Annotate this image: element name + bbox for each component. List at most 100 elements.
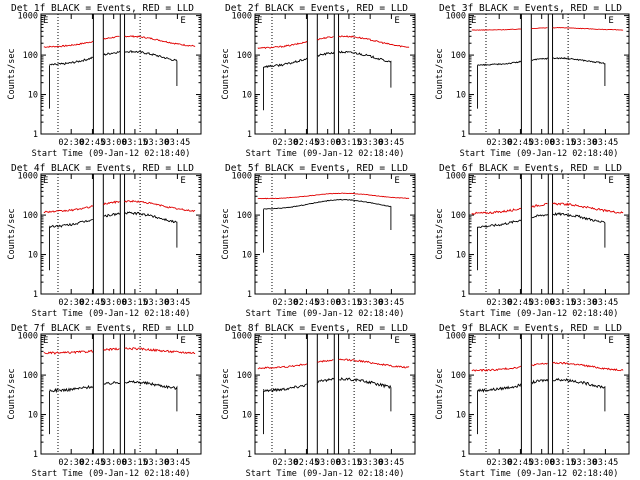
panel-det-6: Det 6f BLACK = Events, RED = LLD 1 10 100 10… bbox=[435, 163, 630, 319]
panel-title: Det 8f BLACK = Events, RED = LLD bbox=[225, 323, 408, 334]
x-tick-label: 02:30 bbox=[58, 138, 84, 148]
y-tick-label: 1 bbox=[461, 450, 466, 460]
x-tick-label: 03:15 bbox=[122, 138, 148, 148]
flag-marker: E bbox=[257, 336, 262, 346]
events-series-line bbox=[263, 50, 392, 111]
y-tick-label: 1 bbox=[247, 130, 252, 140]
x-tick-label: 03:45 bbox=[379, 138, 405, 148]
y-axis-label: Counts/sec bbox=[221, 368, 231, 419]
x-tick-label: 02:30 bbox=[486, 458, 512, 468]
x-axis-label: Start Time (09-Jan-12 02:18:40) bbox=[246, 469, 405, 479]
x-tick-label: 03:30 bbox=[143, 298, 169, 308]
flag-marker: E bbox=[257, 16, 262, 26]
x-tick-label: 03:45 bbox=[379, 298, 405, 308]
lld-series-line bbox=[471, 27, 624, 31]
y-tick-label: 1000 bbox=[18, 12, 38, 22]
lld-series-line bbox=[43, 34, 196, 48]
flag-marker: E bbox=[394, 176, 399, 186]
flag-marker: E bbox=[394, 16, 399, 26]
panel-det-4: Det 4f BLACK = Events, RED = LLD 1 10 100 10… bbox=[7, 163, 202, 319]
x-tick-label: 02:45 bbox=[294, 138, 320, 148]
x-axis-label: Start Time (09-Jan-12 02:18:40) bbox=[32, 149, 191, 159]
y-axis-label: Counts/sec bbox=[435, 368, 445, 419]
y-tick-label: 1000 bbox=[232, 332, 252, 342]
x-tick-label: 03:00 bbox=[315, 458, 341, 468]
y-tick-label: 10 bbox=[242, 91, 252, 101]
x-tick-label: 03:30 bbox=[571, 298, 597, 308]
x-axis-label: Start Time (09-Jan-12 02:18:40) bbox=[32, 309, 191, 319]
y-tick-label: 1 bbox=[33, 290, 38, 300]
gap-box bbox=[333, 333, 340, 455]
y-tick-label: 100 bbox=[237, 51, 252, 61]
lld-series-line bbox=[43, 199, 196, 214]
flag-marker: E bbox=[608, 16, 613, 26]
y-tick-label: 100 bbox=[451, 371, 466, 381]
lld-series-line bbox=[471, 202, 624, 215]
panel-title: Det 1f BLACK = Events, RED = LLD bbox=[11, 3, 194, 14]
y-axis-label: Counts/sec bbox=[7, 368, 17, 419]
x-tick-label: 03:00 bbox=[529, 298, 555, 308]
x-tick-label: 03:45 bbox=[165, 298, 191, 308]
x-tick-label: 03:45 bbox=[165, 138, 191, 148]
x-tick-label: 03:45 bbox=[593, 458, 619, 468]
x-tick-label: 03:15 bbox=[336, 298, 362, 308]
flag-marker: E bbox=[608, 336, 613, 346]
gap-box bbox=[306, 333, 318, 455]
y-tick-label: 10 bbox=[242, 251, 252, 261]
x-tick-label: 02:30 bbox=[272, 298, 298, 308]
y-tick-label: 1 bbox=[461, 290, 466, 300]
events-series-line bbox=[49, 211, 178, 271]
x-axis-label: Start Time (09-Jan-12 02:18:40) bbox=[32, 469, 191, 479]
x-tick-label: 02:30 bbox=[58, 298, 84, 308]
flag-marker: E bbox=[43, 16, 48, 26]
flag-marker: E bbox=[471, 176, 476, 186]
gap-box bbox=[520, 333, 532, 455]
gap-box bbox=[119, 173, 126, 295]
panel-det-7: Det 7f BLACK = Events, RED = LLD 1 10 100 10… bbox=[7, 323, 202, 479]
x-tick-label: 03:30 bbox=[357, 298, 383, 308]
x-tick-label: 03:45 bbox=[165, 458, 191, 468]
x-tick-label: 02:30 bbox=[486, 298, 512, 308]
flag-marker: E bbox=[471, 16, 476, 26]
flag-marker: E bbox=[43, 176, 48, 186]
lld-series-line bbox=[471, 361, 624, 373]
x-tick-label: 02:45 bbox=[508, 458, 534, 468]
panel-title: Det 5f BLACK = Events, RED = LLD bbox=[225, 163, 408, 174]
x-tick-label: 03:45 bbox=[593, 298, 619, 308]
y-tick-label: 1000 bbox=[446, 332, 466, 342]
y-tick-label: 10 bbox=[28, 411, 38, 421]
flag-marker: E bbox=[257, 176, 262, 186]
x-axis-label: Start Time (09-Jan-12 02:18:40) bbox=[460, 149, 619, 159]
x-tick-label: 02:45 bbox=[294, 298, 320, 308]
panel-title: Det 2f BLACK = Events, RED = LLD bbox=[225, 3, 408, 14]
x-tick-label: 03:00 bbox=[529, 138, 555, 148]
gap-box bbox=[92, 173, 104, 295]
x-tick-label: 02:30 bbox=[272, 138, 298, 148]
y-tick-label: 1000 bbox=[232, 172, 252, 182]
gap-box bbox=[119, 13, 126, 135]
gap-box bbox=[333, 13, 340, 135]
y-tick-label: 1000 bbox=[446, 172, 466, 182]
x-tick-label: 02:45 bbox=[80, 138, 106, 148]
x-tick-label: 02:45 bbox=[80, 298, 106, 308]
y-tick-label: 100 bbox=[237, 211, 252, 221]
y-tick-label: 10 bbox=[242, 411, 252, 421]
x-tick-label: 03:45 bbox=[593, 138, 619, 148]
gap-box bbox=[520, 13, 532, 135]
x-tick-label: 02:30 bbox=[486, 138, 512, 148]
flag-marker: E bbox=[608, 176, 613, 186]
flag-marker: E bbox=[471, 336, 476, 346]
flag-marker: E bbox=[394, 336, 399, 346]
y-tick-label: 1000 bbox=[232, 12, 252, 22]
y-axis-label: Counts/sec bbox=[435, 48, 445, 99]
y-tick-label: 10 bbox=[456, 91, 466, 101]
x-tick-label: 03:30 bbox=[571, 458, 597, 468]
gap-box bbox=[547, 333, 554, 455]
x-tick-label: 03:15 bbox=[336, 458, 362, 468]
x-axis-label: Start Time (09-Jan-12 02:18:40) bbox=[460, 469, 619, 479]
plot-frame bbox=[254, 173, 416, 295]
y-axis-label: Counts/sec bbox=[7, 48, 17, 99]
x-axis-label: Start Time (09-Jan-12 02:18:40) bbox=[246, 309, 405, 319]
panel-det-8: Det 8f BLACK = Events, RED = LLD 1 10 100 10… bbox=[221, 323, 416, 479]
y-tick-label: 1000 bbox=[18, 332, 38, 342]
